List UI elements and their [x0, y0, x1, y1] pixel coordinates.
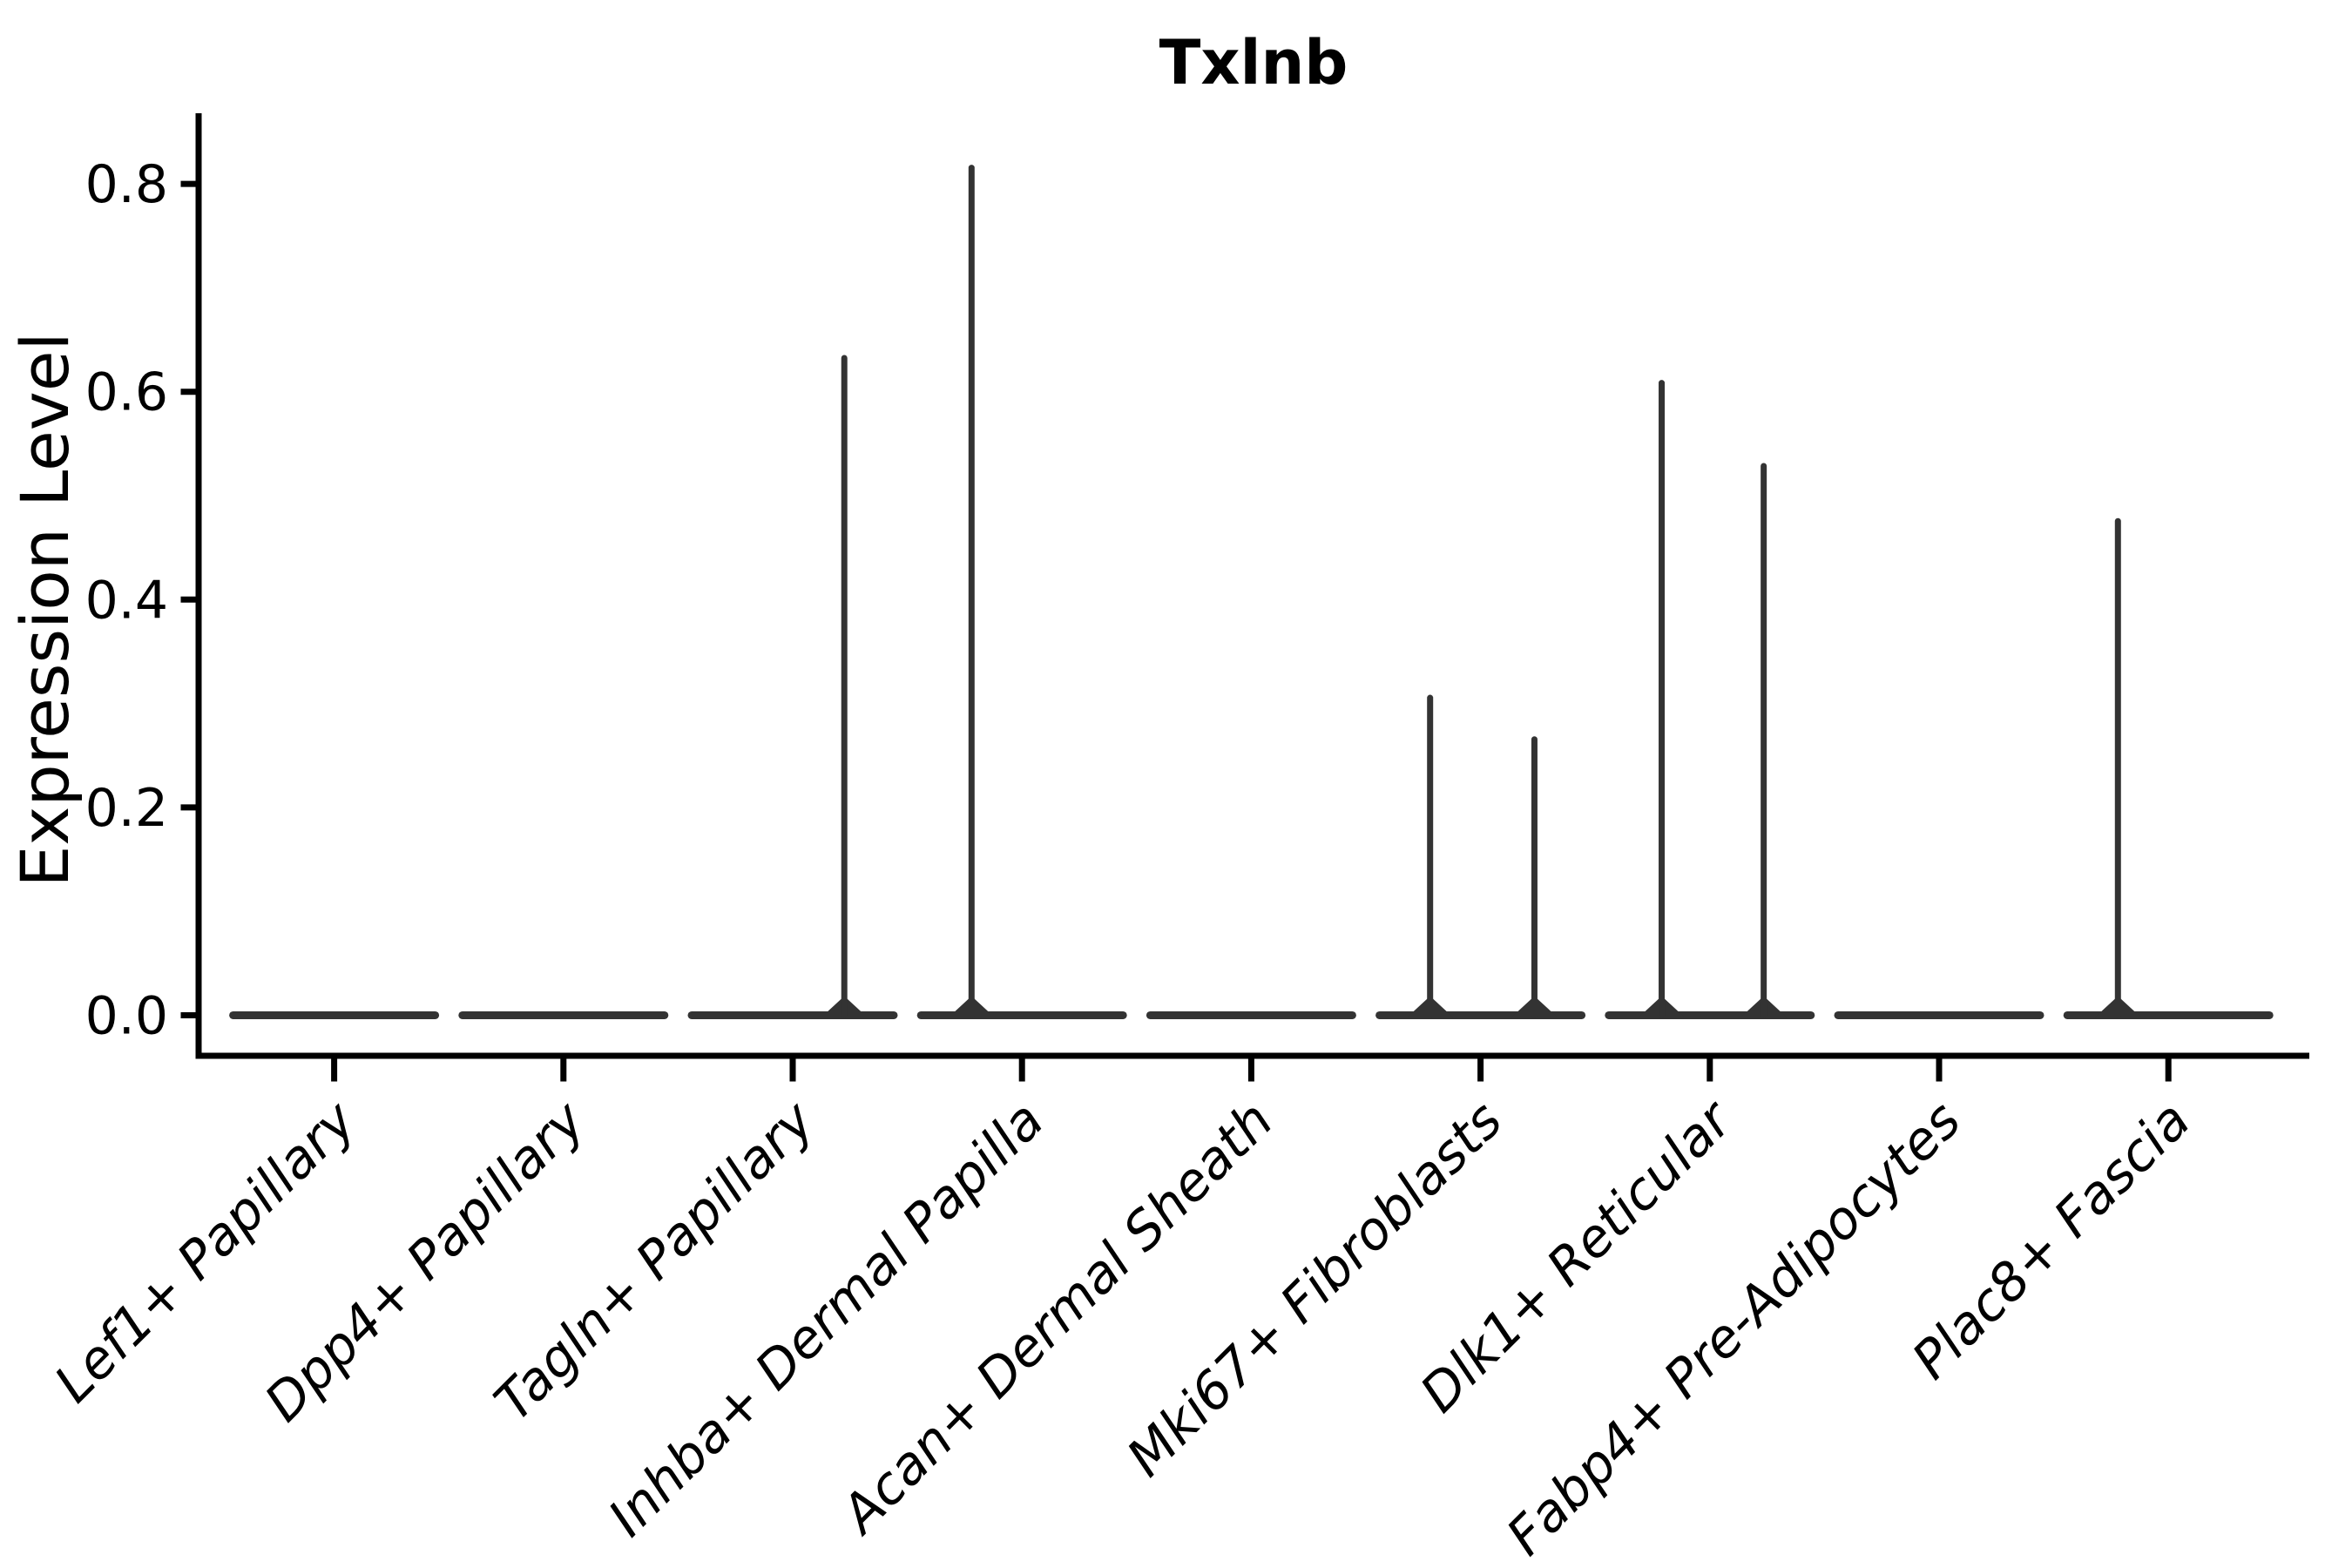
- violin-5: [1146, 1010, 1356, 1019]
- violin-9: [2063, 517, 2274, 1019]
- violin-7: [1605, 380, 1815, 1019]
- violin-4: [916, 165, 1127, 1019]
- violin-8: [1834, 1010, 2044, 1019]
- violin-3: [687, 355, 898, 1019]
- violin-body: [229, 1010, 440, 1019]
- violins-group: [229, 165, 2274, 1019]
- y-tick-label: 0.0: [85, 985, 168, 1046]
- violin-6: [1375, 694, 1586, 1019]
- violin-2: [458, 1010, 669, 1019]
- violin-body: [687, 1010, 898, 1019]
- axes-group: [180, 113, 2309, 1082]
- violin-body: [1146, 1010, 1356, 1019]
- violin-body: [1834, 1010, 2044, 1019]
- violin-body: [458, 1010, 669, 1019]
- violin-body: [916, 1010, 1127, 1019]
- x-tick-label: Acan+ Dermal Sheath: [828, 1090, 1285, 1547]
- y-tick-label: 0.8: [85, 154, 168, 215]
- x-tick-label: Fabp4+ Pre-Adipocytes: [1495, 1090, 1972, 1567]
- violin-1: [229, 1010, 440, 1019]
- y-tick-label: 0.4: [85, 570, 168, 631]
- y-tick-label: 0.2: [85, 778, 168, 839]
- x-tick-label: Inhba+ Dermal Papilla: [597, 1090, 1055, 1548]
- y-tick-label: 0.6: [85, 362, 168, 423]
- x-tick-label: Mki67+ Fibroblasts: [1116, 1090, 1515, 1489]
- violin-body: [2063, 1010, 2274, 1019]
- y-axis-label: Expression Level: [6, 332, 84, 887]
- chart-title: Txlnb: [1159, 27, 1348, 98]
